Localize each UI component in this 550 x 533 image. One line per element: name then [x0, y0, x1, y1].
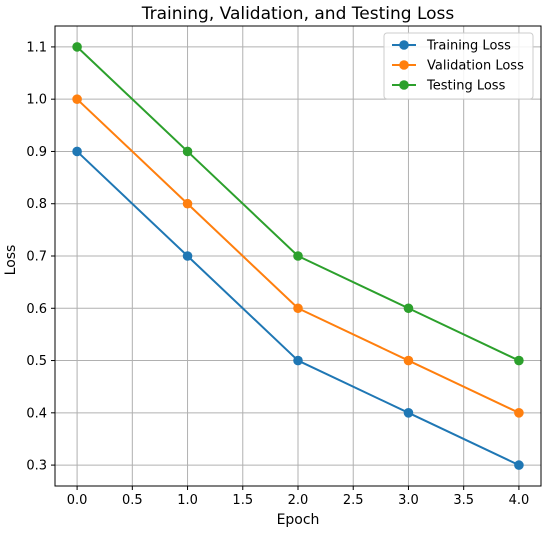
series-lines [72, 42, 524, 470]
data-point [72, 42, 82, 52]
data-point [293, 251, 303, 261]
y-tick-label: 1.1 [26, 40, 47, 55]
data-point [514, 408, 524, 418]
y-tick-label: 0.3 [26, 459, 47, 474]
legend-marker [399, 80, 409, 90]
y-tick-label: 0.4 [26, 406, 47, 421]
data-point [182, 198, 193, 209]
data-point [514, 355, 524, 366]
legend: Training Loss Validation Loss Testing Loss [383, 32, 534, 100]
data-point [293, 355, 303, 366]
x-tick-label: 3.5 [453, 493, 474, 508]
y-tick-label: 0.6 [26, 302, 47, 317]
legend-marker [399, 60, 409, 70]
data-point [182, 146, 193, 157]
x-tick-label: 2.5 [343, 493, 364, 508]
legend-marker [399, 40, 409, 50]
y-axis-ticks: 0.3 0.4 0.5 0.6 0.7 0.8 0.9 1.0 1.1 [26, 40, 55, 474]
y-tick-label: 0.9 [26, 145, 47, 160]
x-axis-label: Epoch [277, 512, 320, 528]
series-testing-loss [72, 42, 524, 366]
data-point [72, 146, 82, 157]
data-point [293, 303, 303, 314]
x-tick-label: 4.0 [509, 493, 530, 508]
y-tick-label: 0.8 [26, 197, 47, 212]
legend-label: Training Loss [426, 39, 511, 54]
y-tick-label: 0.7 [26, 250, 47, 265]
series-training-loss [72, 146, 524, 470]
y-axis-label: Loss [3, 245, 19, 276]
x-tick-label: 1.0 [177, 493, 198, 508]
data-point [403, 355, 414, 366]
data-point [72, 94, 82, 104]
x-tick-label: 3.0 [398, 493, 419, 508]
legend-label: Validation Loss [427, 59, 524, 74]
x-tick-label: 2.0 [288, 493, 309, 508]
plot-frame [54, 25, 542, 487]
data-point [182, 251, 193, 261]
legend-label: Testing Loss [426, 79, 506, 94]
chart-title: Training, Validation, and Testing Loss [141, 4, 455, 24]
legend-box [383, 32, 534, 100]
data-point [514, 460, 524, 470]
y-tick-label: 1.0 [26, 93, 47, 108]
x-tick-label: 0.5 [122, 493, 143, 508]
data-point [403, 303, 414, 314]
y-tick-label: 0.5 [26, 354, 47, 369]
x-axis-ticks: 0.0 0.5 1.0 1.5 2.0 2.5 3.0 3.5 4.0 [67, 486, 530, 508]
x-tick-label: 0.0 [67, 493, 88, 508]
x-tick-label: 1.5 [232, 493, 253, 508]
data-point [403, 408, 414, 418]
series-validation-loss [72, 94, 524, 418]
